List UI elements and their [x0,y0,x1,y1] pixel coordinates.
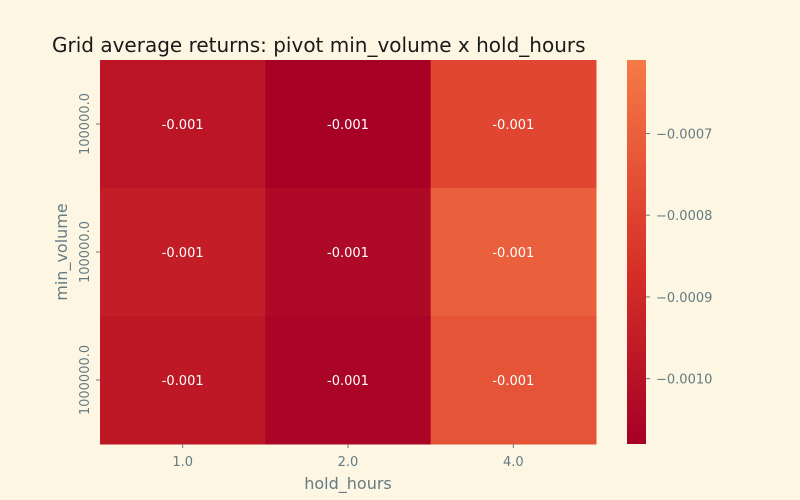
y-tick-label: 1000000.0 [78,345,93,415]
heatmap-cells: -0.001 -0.001 -0.001 -0.001 -0.001 -0.001 -0.0… [100,60,597,445]
chart-title: Grid average returns: pivot min_volume x… [52,33,586,57]
heatmap-cell [430,60,597,189]
colorbar [627,60,646,444]
y-tick-label: 100000.0 [78,221,93,283]
cell-value-label: -0.001 [327,374,369,389]
heatmap-cell [100,60,266,189]
colorbar-tick-label: −0.0007 [656,128,712,143]
colorbar-tick-label: −0.0008 [656,209,712,224]
heatmap-cell [430,316,597,445]
x-tick-label: 2.0 [338,455,359,470]
x-tick-label: 1.0 [172,455,193,470]
heatmap-cell [265,316,432,445]
cell-value-label: -0.001 [162,246,204,261]
y-tick-labels: 100000.0 100000.0 1000000.0 [78,93,100,415]
heatmap-cell [100,188,266,317]
cell-value-label: -0.001 [162,118,204,133]
heatmap-cell [265,188,432,317]
heatmap-cell [265,60,432,189]
cell-value-label: -0.001 [327,246,369,261]
y-tick-label: 100000.0 [78,93,93,155]
y-axis-label: min_volume [52,203,72,300]
cell-value-label: -0.001 [327,118,369,133]
cell-value-label: -0.001 [492,374,534,389]
cell-value-label: -0.001 [162,374,204,389]
cell-value-label: -0.001 [492,246,534,261]
heatmap-cell [430,188,597,317]
colorbar-ticks: −0.0007 −0.0008 −0.0009 −0.0010 [646,128,712,388]
cell-value-label: -0.001 [492,118,534,133]
colorbar-tick-label: −0.0009 [656,291,712,306]
x-tick-labels: 1.0 2.0 4.0 [172,444,524,470]
colorbar-tick-label: −0.0010 [656,373,712,388]
x-tick-label: 4.0 [503,455,524,470]
heatmap-cell [100,316,266,445]
x-axis-label: hold_hours [304,474,392,494]
